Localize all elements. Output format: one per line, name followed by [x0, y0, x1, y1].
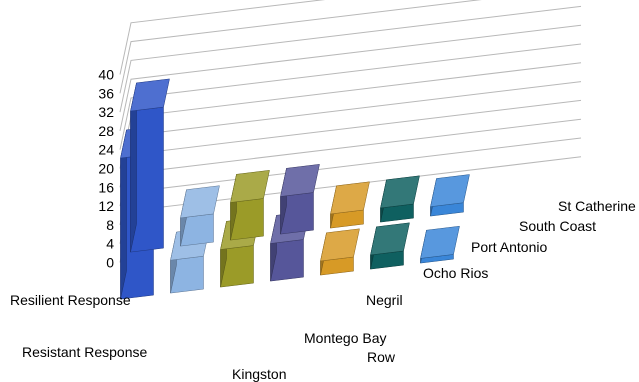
bar-top-face	[180, 185, 220, 219]
bar	[280, 164, 320, 235]
y-tick-label: 4	[106, 236, 114, 252]
bar	[380, 175, 420, 223]
bar	[320, 228, 360, 276]
series-label: Resistant Response	[22, 344, 148, 360]
y-tick-label: 0	[106, 255, 114, 271]
x-tick-label: St Catherine	[558, 198, 636, 214]
bars	[120, 78, 470, 300]
bar	[430, 174, 470, 217]
y-tick-label: 16	[98, 179, 114, 195]
y-tick-label: 20	[98, 161, 114, 177]
y-axis-ticks: 0 4 8 12 16 20 24 28 32 36 40	[98, 67, 114, 271]
bar	[130, 78, 170, 253]
y-tick-label: 36	[98, 85, 114, 101]
grid-line	[119, 5, 582, 113]
grid-line	[119, 62, 582, 169]
bar-top-face	[380, 175, 420, 209]
x-tick-label: Kingston	[232, 366, 286, 382]
bar	[230, 170, 270, 241]
grid-line	[119, 81, 582, 188]
y-tick-label: 32	[98, 104, 114, 120]
y-tick-label: 28	[98, 123, 114, 139]
x-tick-label: Negril	[366, 292, 403, 308]
y-tick-label: 24	[98, 142, 114, 158]
x-tick-label: Ocho Rios	[423, 265, 488, 281]
bar-top-face	[320, 228, 360, 262]
grid-line	[119, 0, 326, 75]
bar-top-face	[370, 222, 410, 256]
y-tick-label: 12	[98, 198, 114, 214]
bar-top-face	[420, 225, 460, 259]
bar	[370, 222, 410, 270]
grid-line	[119, 43, 582, 150]
x-tick-label: Port Antonio	[471, 239, 547, 255]
bar	[330, 181, 370, 229]
grid-line	[119, 24, 582, 132]
row-axis-label: Row	[367, 349, 396, 365]
x-tick-label: Montego Bay	[304, 330, 387, 346]
y-tick-label: 40	[98, 67, 114, 83]
bar-top-face	[330, 181, 370, 215]
bar-top-face	[430, 174, 470, 207]
x-tick-label: South Coast	[519, 218, 596, 234]
bar-top-face	[230, 170, 270, 203]
bar-top-face	[130, 78, 170, 112]
bar-top-face	[280, 164, 320, 197]
bar	[180, 185, 220, 247]
axis-labels: Kingston Montego Bay Negril Ocho Rios Port A…	[10, 198, 636, 382]
grid-line	[119, 0, 482, 94]
y-tick-label: 8	[106, 217, 114, 233]
series-label: Resilient Response	[10, 292, 131, 308]
bar	[420, 225, 460, 264]
